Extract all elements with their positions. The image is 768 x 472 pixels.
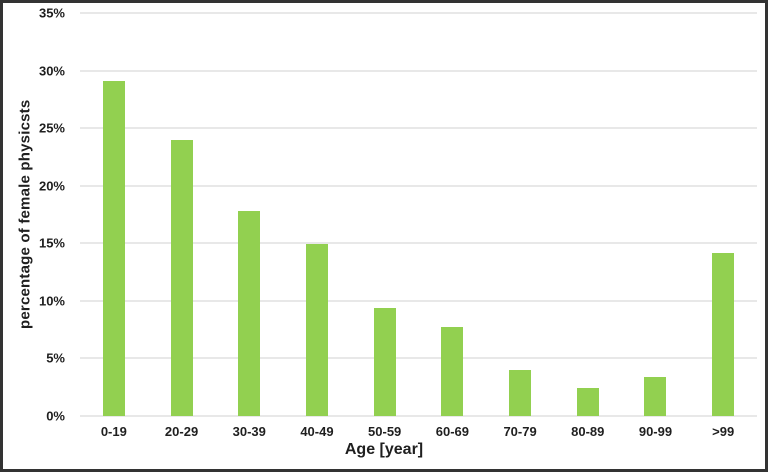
x-tick-label-90-99: 90-99	[638, 424, 673, 439]
bar-slot-30-39	[215, 13, 283, 416]
gridline-20	[80, 184, 757, 187]
bar-slot-60-69	[419, 13, 487, 416]
x-axis-title: Age [year]	[344, 441, 424, 458]
x-tick-label-60-69: 60-69	[435, 424, 469, 439]
x-tick-label-99: >99	[712, 424, 735, 439]
bar-slot-80-89	[554, 13, 622, 416]
gridline-0	[80, 415, 757, 417]
bar-slot-0-19	[80, 13, 148, 416]
y-tick-label-25: 25%	[38, 120, 65, 136]
bar-30-39	[238, 211, 261, 416]
bar-slot-20-29	[148, 13, 216, 416]
bar-60-69	[441, 327, 464, 416]
x-tick-label-50-59: 50-59	[368, 424, 402, 439]
y-tick-label-15: 15%	[38, 235, 65, 251]
x-tick-label-20-29: 20-29	[164, 424, 199, 439]
gridline-5	[80, 357, 757, 360]
x-tick-label-70-79: 70-79	[503, 424, 537, 439]
y-axis-tick-labels: 0% 5% 10% 15% 20% 25% 30% 35%	[3, 6, 72, 424]
y-tick-label-30: 30%	[38, 63, 65, 79]
bar-slot-50-59	[351, 13, 419, 416]
bar-slot-40-49	[283, 13, 351, 416]
bars-row	[80, 13, 757, 416]
x-tick-label-40-49: 40-49	[300, 424, 334, 439]
bar-99	[712, 252, 735, 416]
bar-slot-90-99	[622, 13, 690, 416]
bar-slot-70-79	[486, 13, 554, 416]
x-axis-tick-labels: 0-19 20-29 30-39 40-49 50-59 60-69 70-79 80-89 9…	[80, 424, 757, 439]
y-tick-label-0: 0%	[46, 408, 65, 424]
y-tick-label-20: 20%	[38, 178, 65, 194]
x-tick-label-80-89: 80-89	[571, 424, 605, 439]
bar-40-49	[305, 244, 328, 416]
x-tick-label-0-19: 0-19	[100, 424, 127, 439]
gridline-10	[80, 299, 757, 302]
x-tick-label-30-39: 30-39	[232, 424, 266, 439]
y-tick-label-35: 35%	[38, 5, 65, 21]
gridline-30	[80, 69, 757, 72]
gridline-25	[80, 127, 757, 130]
bar-80-89	[576, 388, 599, 416]
bar-90-99	[644, 376, 667, 416]
bar-50-59	[373, 307, 396, 416]
y-tick-label-5: 5%	[46, 350, 65, 366]
y-tick-label-10: 10%	[38, 293, 65, 309]
bar-slot-99	[689, 13, 757, 416]
bar-70-79	[509, 369, 532, 416]
bar-0-19	[102, 80, 125, 416]
bar-20-29	[170, 139, 193, 416]
plot-area	[80, 12, 757, 417]
gridline-35	[80, 12, 757, 14]
gridline-15	[80, 242, 757, 245]
